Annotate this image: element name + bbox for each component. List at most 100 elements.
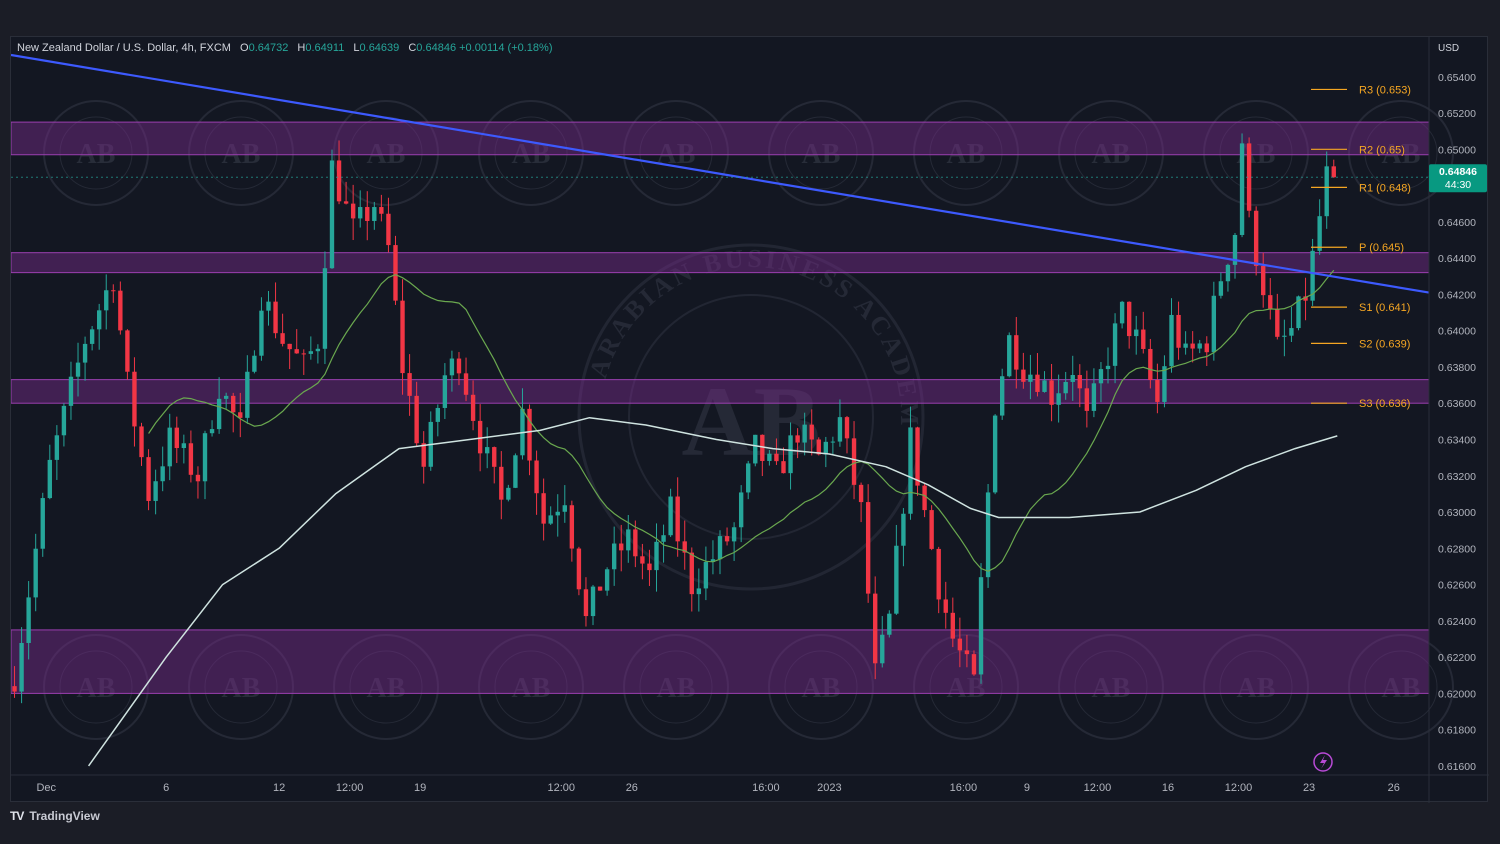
candle-body (301, 353, 306, 355)
watermark-seal-inner (784, 116, 858, 190)
high-value: 0.64911 (305, 42, 345, 54)
watermark-seal (1203, 634, 1309, 740)
candle-body (816, 439, 821, 455)
watermark-seal (1348, 634, 1454, 740)
candle-body (195, 474, 201, 482)
sma-slow-line (87, 416, 1338, 767)
candle-body (894, 545, 899, 614)
candle-body (1056, 393, 1061, 405)
watermark-seal (768, 100, 874, 206)
pivot-label: S3 (0.636) (1359, 398, 1410, 410)
candle-body (513, 455, 518, 488)
pivot-label: R2 (0.65) (1359, 144, 1405, 156)
candle-body (1218, 281, 1224, 296)
change-value: +0.00114 (+0.18%) (459, 42, 553, 54)
candle-body (978, 577, 984, 675)
trendline (11, 53, 1430, 294)
time-tick-label: 6 (163, 782, 169, 794)
price-tick-label: 0.63800 (1438, 362, 1476, 374)
watermark-seal (43, 634, 149, 740)
watermark-seal-inner (1074, 116, 1148, 190)
candle-body (499, 466, 504, 500)
watermark-seal (623, 634, 729, 740)
candle-body (223, 395, 229, 399)
close-value: 0.64846 (416, 42, 457, 54)
candle-body (322, 268, 328, 349)
watermark-seal (768, 634, 874, 740)
watermark-seal (913, 634, 1019, 740)
candle-body (541, 493, 546, 524)
candle-body (611, 543, 617, 570)
candle-body (710, 559, 716, 563)
candle-body (456, 358, 462, 374)
candle-body (901, 513, 906, 546)
price-tick-label: 0.65000 (1438, 144, 1476, 156)
candle-body (139, 426, 144, 458)
candle-body (731, 527, 737, 542)
price-tick-label: 0.65400 (1438, 72, 1476, 84)
candle-body (774, 453, 779, 462)
candle-body (604, 569, 610, 591)
candle-body (358, 207, 363, 219)
candle-body (844, 417, 850, 439)
candle-body (1098, 369, 1104, 384)
time-tick-label: 9 (1024, 782, 1030, 794)
candle-body (971, 654, 977, 675)
candle-body (336, 160, 342, 202)
candle-body (583, 589, 589, 617)
candle-body (760, 434, 765, 461)
candle-body (259, 310, 264, 356)
candle-body (1225, 264, 1231, 282)
price-tick-label: 0.62000 (1438, 688, 1476, 700)
candle-body (753, 434, 758, 464)
candle-body (873, 593, 878, 664)
candle-body (1021, 369, 1026, 382)
low-value: 0.64639 (359, 42, 400, 54)
watermark-seal-inner (204, 650, 278, 724)
supply-demand-zone (11, 121, 1430, 156)
candle-body (1070, 374, 1075, 382)
candle-body (1141, 329, 1146, 349)
candle-body (1084, 388, 1090, 411)
candle-body (40, 498, 45, 549)
currency-label[interactable]: USD (1438, 43, 1460, 54)
candle-body (400, 300, 405, 374)
time-tick-label: 23 (1303, 782, 1315, 794)
candle-body (1077, 374, 1082, 389)
watermark-seal (333, 100, 439, 206)
price-tick-label: 0.63000 (1438, 507, 1476, 519)
candle-body (1317, 216, 1322, 251)
tradingview-logo-icon[interactable]: TV (10, 809, 24, 823)
watermark-seal-inner (1219, 116, 1293, 190)
candle-body (1162, 366, 1167, 402)
candle-body (964, 650, 970, 655)
price-tick-label: 0.62200 (1438, 652, 1476, 664)
candle-body (943, 599, 948, 613)
candle-body (308, 351, 314, 354)
lightning-icon[interactable] (1313, 752, 1333, 772)
watermark-seal (1058, 100, 1164, 206)
symbol-title[interactable]: New Zealand Dollar / U.S. Dollar, 4h, FX… (17, 42, 231, 54)
candle-body (386, 213, 391, 246)
candle-body (146, 457, 151, 501)
brand-label[interactable]: TradingView (29, 809, 100, 823)
candle-body (682, 541, 687, 553)
candle-body (908, 427, 913, 514)
candle-body (689, 552, 694, 595)
watermark-seal (43, 100, 149, 206)
candle-body (365, 207, 370, 222)
watermark-seal (1348, 100, 1454, 206)
candle-body (273, 301, 278, 334)
watermark-seal (333, 634, 439, 740)
candle-body (738, 492, 744, 528)
candle-body (280, 333, 285, 344)
candle-body (26, 597, 31, 643)
candle-body (1204, 343, 1209, 353)
candle-body (823, 441, 829, 455)
sma-fast-line (148, 269, 1335, 572)
price-tick-label: 0.62400 (1438, 616, 1476, 628)
candle-body (350, 203, 356, 219)
candle-body (1112, 323, 1118, 366)
watermark-seal (1203, 100, 1309, 206)
